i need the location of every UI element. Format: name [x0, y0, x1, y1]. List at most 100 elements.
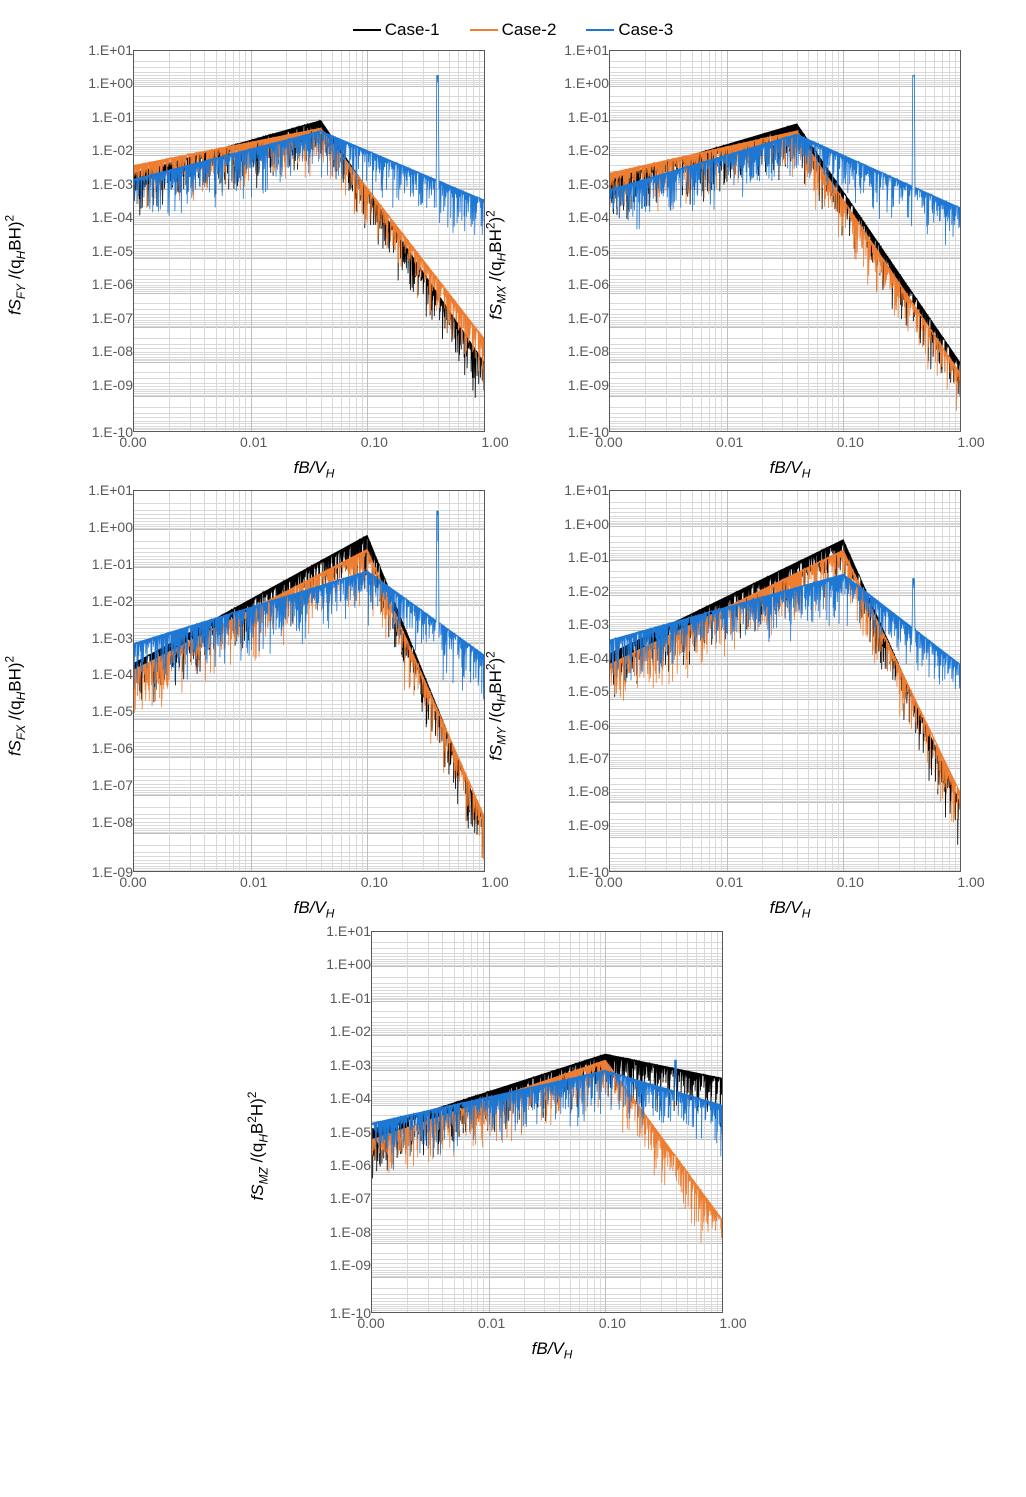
- y-tick: 1.E+00: [71, 76, 133, 90]
- x-tick: 0.01: [478, 1315, 505, 1331]
- y-tick: 1.E-04: [71, 667, 133, 681]
- spectra-svg: [134, 51, 484, 431]
- y-tick: 1.E-01: [547, 110, 609, 124]
- y-tick: 1.E-02: [71, 594, 133, 608]
- series-case2: [610, 131, 960, 411]
- y-tick: 1.E-02: [71, 143, 133, 157]
- y-tick: 1.E-08: [547, 784, 609, 798]
- y-tick: 1.E-08: [309, 1225, 371, 1239]
- y-tick: 1.E-07: [309, 1191, 371, 1205]
- legend-label: Case-2: [502, 20, 557, 40]
- chart-MX: fSMX /(qHBH2)21.E+011.E+001.E-011.E-021.…: [531, 50, 971, 480]
- y-tick-labels: 1.E+011.E+001.E-011.E-021.E-031.E-041.E-…: [309, 931, 371, 1313]
- spectra-svg: [372, 932, 722, 1312]
- chart-row-2: fSFX /(qHBH)21.E+011.E+001.E-011.E-021.E…: [20, 490, 1006, 930]
- x-tick: 0.01: [240, 874, 267, 890]
- x-tick: 0.10: [599, 1315, 626, 1331]
- y-tick: 1.E-01: [547, 550, 609, 564]
- x-tick: 0.01: [716, 434, 743, 450]
- legend-item: Case-1: [353, 20, 440, 40]
- y-tick: 1.E+00: [547, 76, 609, 90]
- y-tick: 1.E+01: [71, 43, 133, 57]
- chart-frame: fSMZ /(qHB2H)21.E+011.E+001.E-011.E-021.…: [293, 931, 733, 1361]
- chart-frame: fSFX /(qHBH)21.E+011.E+001.E-011.E-021.E…: [55, 490, 495, 920]
- x-tick: 1.00: [719, 1315, 746, 1331]
- y-tick: 1.E-08: [547, 344, 609, 358]
- y-tick-labels: 1.E+011.E+001.E-011.E-021.E-031.E-041.E-…: [71, 50, 133, 432]
- y-tick: 1.E-04: [547, 210, 609, 224]
- legend-swatch: [586, 29, 614, 31]
- legend-label: Case-3: [618, 20, 673, 40]
- y-tick: 1.E-06: [71, 741, 133, 755]
- y-tick-labels: 1.E+011.E+001.E-011.E-021.E-031.E-041.E-…: [71, 490, 133, 872]
- y-tick: 1.E+01: [71, 483, 133, 497]
- y-tick: 1.E-09: [71, 378, 133, 392]
- x-tick: 1.00: [957, 434, 984, 450]
- y-tick: 1.E-02: [309, 1024, 371, 1038]
- legend-label: Case-1: [385, 20, 440, 40]
- legend: Case-1 Case-2 Case-3: [20, 20, 1006, 40]
- chart-MZ: fSMZ /(qHB2H)21.E+011.E+001.E-011.E-021.…: [293, 931, 733, 1361]
- plot-area: [133, 490, 485, 872]
- plot-area: [133, 50, 485, 432]
- y-tick: 1.E-07: [547, 311, 609, 325]
- x-axis-label: fB/VH: [133, 458, 495, 480]
- y-tick: 1.E-06: [547, 277, 609, 291]
- y-tick: 1.E-03: [547, 617, 609, 631]
- y-tick: 1.E+00: [71, 520, 133, 534]
- y-tick: 1.E-05: [547, 244, 609, 258]
- x-tick: 0.00: [357, 1315, 384, 1331]
- chart-FY: fSFY /(qHBH)21.E+011.E+001.E-011.E-021.E…: [55, 50, 495, 480]
- y-tick: 1.E-04: [309, 1091, 371, 1105]
- x-tick: 0.00: [119, 874, 146, 890]
- y-tick: 1.E+01: [547, 483, 609, 497]
- chart-row-3: fSMZ /(qHB2H)21.E+011.E+001.E-011.E-021.…: [20, 931, 1006, 1371]
- y-tick: 1.E-02: [547, 584, 609, 598]
- x-tick: 1.00: [481, 434, 508, 450]
- y-axis-label: fSFX /(qHBH)2: [3, 655, 28, 755]
- legend-swatch: [353, 29, 381, 31]
- spectra-svg: [610, 51, 960, 431]
- plot-area: [371, 931, 723, 1313]
- spectra-svg: [134, 491, 484, 871]
- x-tick-labels: 0.000.010.101.00: [609, 432, 971, 454]
- chart-FX: fSFX /(qHBH)21.E+011.E+001.E-011.E-021.E…: [55, 490, 495, 920]
- y-tick: 1.E-08: [71, 815, 133, 829]
- y-axis-label: fSMX /(qHBH2)2: [483, 210, 508, 320]
- x-axis-label: fB/VH: [609, 898, 971, 920]
- y-tick: 1.E-03: [71, 631, 133, 645]
- y-tick: 1.E-05: [71, 704, 133, 718]
- x-axis-label: fB/VH: [133, 898, 495, 920]
- y-tick: 1.E-01: [71, 557, 133, 571]
- y-tick: 1.E-09: [547, 818, 609, 832]
- y-tick: 1.E-03: [547, 177, 609, 191]
- y-tick: 1.E+01: [547, 43, 609, 57]
- x-tick: 0.00: [119, 434, 146, 450]
- x-tick-labels: 0.000.010.101.00: [371, 1313, 733, 1335]
- chart-frame: fSFY /(qHBH)21.E+011.E+001.E-011.E-021.E…: [55, 50, 495, 480]
- plot-area: [609, 490, 961, 872]
- x-tick: 0.10: [361, 874, 388, 890]
- y-tick: 1.E-04: [71, 210, 133, 224]
- y-tick: 1.E-01: [71, 110, 133, 124]
- x-tick: 0.00: [595, 434, 622, 450]
- y-tick: 1.E+00: [547, 517, 609, 531]
- y-tick: 1.E-05: [71, 244, 133, 258]
- spectra-svg: [610, 491, 960, 871]
- x-tick-labels: 0.000.010.101.00: [609, 872, 971, 894]
- y-tick: 1.E-06: [71, 277, 133, 291]
- y-tick-labels: 1.E+011.E+001.E-011.E-021.E-031.E-041.E-…: [547, 50, 609, 432]
- y-axis-label: fSFY /(qHBH)2: [3, 215, 28, 315]
- y-tick: 1.E-06: [309, 1158, 371, 1172]
- y-tick: 1.E-09: [309, 1258, 371, 1272]
- x-tick: 1.00: [957, 874, 984, 890]
- x-tick-labels: 0.000.010.101.00: [133, 432, 495, 454]
- x-axis-label: fB/VH: [609, 458, 971, 480]
- y-tick: 1.E-05: [309, 1125, 371, 1139]
- chart-frame: fSMX /(qHBH2)21.E+011.E+001.E-011.E-021.…: [531, 50, 971, 480]
- chart-row-1: fSFY /(qHBH)21.E+011.E+001.E-011.E-021.E…: [20, 50, 1006, 490]
- y-tick-labels: 1.E+011.E+001.E-011.E-021.E-031.E-041.E-…: [547, 490, 609, 872]
- y-tick: 1.E-05: [547, 684, 609, 698]
- y-tick: 1.E-07: [71, 311, 133, 325]
- y-tick: 1.E-07: [547, 751, 609, 765]
